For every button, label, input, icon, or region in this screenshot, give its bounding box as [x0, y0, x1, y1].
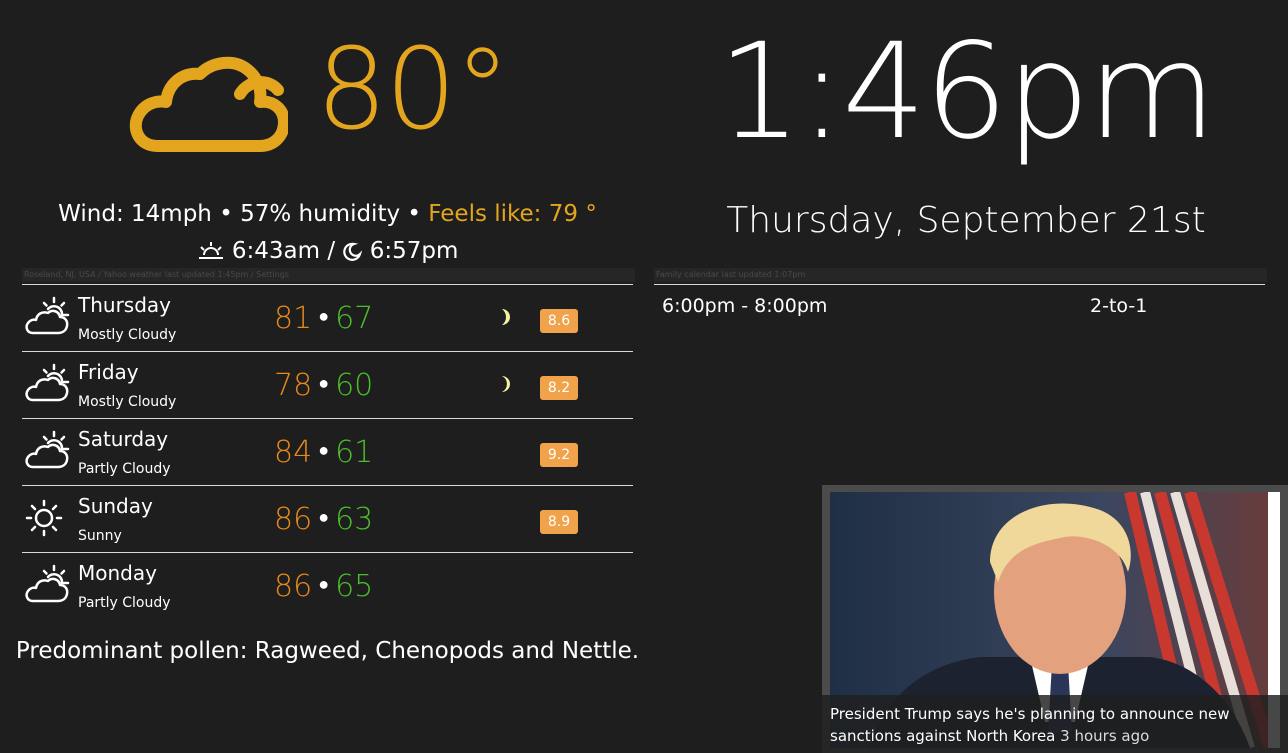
forecast-temps: 81 ● 67	[274, 301, 373, 336]
high-temp: 86	[274, 569, 313, 604]
uv-index-badge: 9.2	[540, 443, 578, 467]
forecast-day: Saturday	[78, 427, 169, 451]
clock: 1:46pm	[717, 15, 1217, 169]
news-caption[interactable]: President Trump says he's planning to an…	[822, 695, 1288, 753]
forecast-row: Monday Partly Cloudy 86 ● 65	[22, 552, 633, 619]
uv-index-badge: 8.2	[540, 376, 578, 400]
moon-phase-icon	[502, 309, 510, 325]
calendar-event-title: 2-to-1	[1090, 295, 1148, 317]
moon-icon	[343, 242, 363, 261]
wind-speed: Wind: 14mph	[58, 201, 212, 227]
forecast-condition: Mostly Cloudy	[78, 394, 177, 410]
forecast-row: Friday Mostly Cloudy 78 ● 60 8.2	[22, 351, 633, 418]
cloud-icon	[129, 56, 288, 152]
high-temp: 78	[274, 368, 313, 403]
moon-phase-icon	[502, 443, 510, 459]
weather-details: Wind: 14mph • 57% humidity • Feels like:…	[0, 198, 655, 230]
sunrise-icon	[198, 242, 223, 259]
news-card[interactable]: President Trump says he's planning to an…	[822, 485, 1288, 753]
sun-times: 6:43am / 6:57pm	[0, 235, 655, 267]
low-temp: 67	[335, 301, 374, 336]
low-temp: 65	[335, 569, 374, 604]
low-temp: 63	[335, 502, 374, 537]
forecast-divider	[22, 552, 633, 553]
partly-cloudy-icon	[25, 363, 70, 402]
sunrise-time: 6:43am	[231, 238, 321, 264]
forecast-condition: Sunny	[78, 528, 122, 544]
forecast-day: Monday	[78, 561, 157, 585]
forecast-temps: 84 ● 61	[274, 435, 373, 470]
forecast-row: Thursday Mostly Cloudy 81 ● 67 8.6	[22, 284, 633, 351]
humidity: 57% humidity	[240, 201, 401, 227]
forecast-row: Sunday Sunny 86 ● 63 8.9	[22, 485, 633, 552]
current-temperature: 80°	[316, 25, 511, 155]
forecast-day: Thursday	[78, 293, 171, 317]
feels-like: Feels like: 79 °	[428, 201, 597, 227]
partly-cloudy-icon	[25, 430, 70, 469]
news-headline[interactable]: President Trump says he's planning to an…	[830, 705, 1230, 745]
moon-phase-icon	[502, 577, 510, 593]
forecast-temps: 78 ● 60	[274, 368, 373, 403]
calendar-status-bar: Family calendar last updated 1:07pm	[654, 268, 1267, 282]
calendar-divider	[654, 284, 1265, 285]
forecast-temps: 86 ● 63	[274, 502, 373, 537]
calendar-event-time: 6:00pm - 8:00pm	[662, 295, 828, 317]
forecast-condition: Partly Cloudy	[78, 461, 171, 477]
partly-cloudy-icon	[25, 564, 70, 603]
uv-index-badge: 8.6	[540, 309, 578, 333]
sun-separator: /	[327, 238, 336, 264]
forecast-day: Friday	[78, 360, 139, 384]
temp-dot: ●	[318, 440, 330, 461]
sun-icon	[25, 499, 63, 537]
temp-dot: ●	[318, 373, 330, 394]
temp-dot: ●	[318, 507, 330, 528]
temp-dot: ●	[318, 574, 330, 595]
moon-phase-icon	[502, 510, 510, 526]
pollen-info: Predominant pollen: Ragweed, Chenopods a…	[15, 638, 640, 664]
forecast-list: Thursday Mostly Cloudy 81 ● 67 8.6 Friday …	[22, 284, 633, 619]
high-temp: 81	[274, 301, 313, 336]
low-temp: 61	[335, 435, 374, 470]
forecast-temps: 86 ● 65	[274, 569, 373, 604]
sunset-time: 6:57pm	[369, 238, 459, 264]
forecast-condition: Partly Cloudy	[78, 595, 171, 611]
temp-dot: ●	[318, 306, 330, 327]
low-temp: 60	[335, 368, 374, 403]
separator: •	[407, 201, 421, 227]
uv-index-badge: 8.9	[540, 510, 578, 534]
partly-cloudy-icon	[25, 296, 70, 335]
high-temp: 86	[274, 502, 313, 537]
forecast-day: Sunday	[78, 494, 153, 518]
weather-status-bar[interactable]: Roseland, NJ, USA / Yahoo weather last u…	[22, 268, 635, 282]
separator: •	[219, 201, 233, 227]
date: Thursday, September 21st	[726, 200, 1206, 241]
moon-phase-icon	[502, 376, 510, 392]
forecast-row: Saturday Partly Cloudy 84 ● 61 9.2	[22, 418, 633, 485]
forecast-condition: Mostly Cloudy	[78, 327, 177, 343]
high-temp: 84	[274, 435, 313, 470]
news-timestamp: 3 hours ago	[1060, 727, 1150, 745]
